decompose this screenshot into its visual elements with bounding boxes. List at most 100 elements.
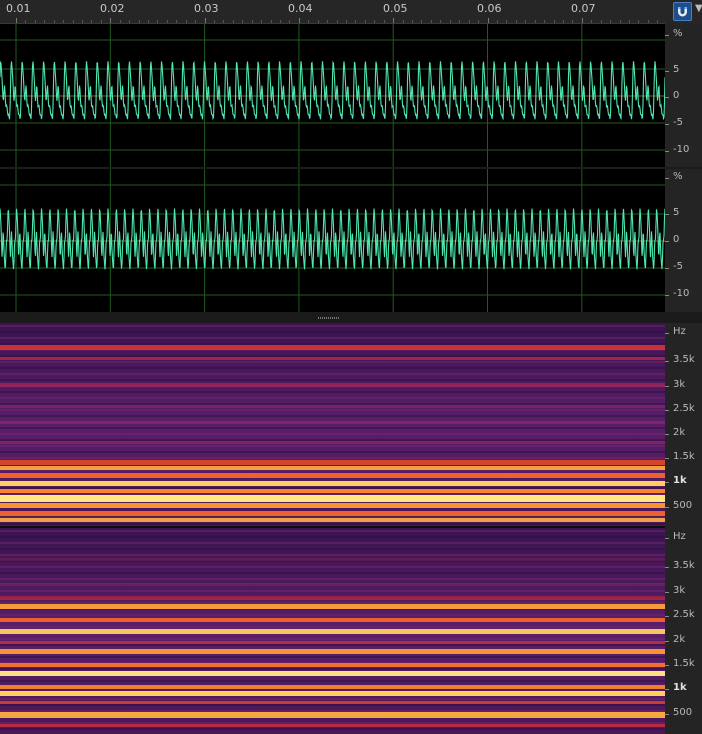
ruler-tick-mark — [665, 386, 669, 387]
time-minor-tick — [515, 20, 517, 23]
frequency-label: 1k — [673, 682, 687, 693]
ruler-tick-mark — [665, 458, 669, 459]
time-minor-tick — [336, 20, 338, 23]
waveform-channel-left[interactable] — [0, 24, 665, 167]
harmonic-band — [0, 345, 665, 350]
spectrogram-texture — [0, 590, 665, 592]
time-tick-label: 0.07 — [571, 2, 596, 15]
spectrogram-texture — [0, 638, 665, 640]
pane-splitter[interactable] — [0, 313, 702, 323]
time-tick-label: 0.04 — [288, 2, 313, 15]
ruler-tick-mark — [665, 567, 669, 568]
frequency-label: 3k — [673, 379, 686, 390]
frequency-unit-label: Hz — [673, 326, 686, 337]
snap-toggle-button[interactable] — [673, 2, 692, 21]
time-minor-tick — [553, 20, 555, 23]
spectrogram-texture — [0, 554, 665, 556]
frequency-label: 500 — [673, 500, 693, 511]
spectrogram-texture — [0, 668, 665, 670]
harmonic-band — [0, 503, 665, 508]
spectrogram-texture — [0, 433, 665, 435]
spectrogram-texture — [0, 644, 665, 646]
time-tick-label: 0.01 — [6, 2, 31, 15]
amplitude-unit-label: % — [673, 28, 683, 39]
frequency-unit-label: Hz — [673, 531, 686, 542]
frequency-label: 500 — [673, 707, 693, 718]
time-minor-tick — [402, 20, 404, 23]
time-tick-mark — [204, 18, 206, 23]
spectrogram-texture — [0, 704, 665, 706]
ruler-tick-mark — [665, 268, 669, 269]
harmonic-band — [0, 724, 665, 727]
harmonic-band — [0, 629, 665, 634]
magnet-icon — [678, 7, 687, 17]
harmonic-band — [0, 701, 665, 704]
time-tick-mark — [298, 18, 300, 23]
chevron-down-icon[interactable]: ▼ — [695, 3, 702, 14]
spectrogram-channel-right[interactable] — [0, 528, 665, 734]
harmonic-band — [0, 649, 665, 654]
ruler-tick-mark — [665, 241, 669, 242]
ruler-tick-mark — [665, 35, 669, 36]
frequency-ruler-right: Hz 3.5k 3k 2.5k 2k 1.5k 1k 500 — [665, 528, 702, 734]
harmonic-band — [0, 604, 665, 609]
amplitude-label: -10 — [673, 288, 690, 299]
time-minor-tick — [138, 20, 140, 23]
time-minor-tick — [628, 20, 630, 23]
ruler-tick-mark — [665, 714, 669, 715]
waveform-channel-right[interactable] — [0, 169, 665, 312]
ruler-tick-mark — [665, 538, 669, 539]
time-minor-tick — [119, 20, 121, 23]
time-minor-tick — [82, 20, 83, 23]
ruler-tick-mark — [665, 295, 669, 296]
time-minor-tick — [591, 20, 593, 23]
time-minor-tick — [383, 20, 385, 23]
spectrogram-texture — [0, 523, 665, 525]
harmonic-band — [0, 473, 665, 478]
spectrogram-texture — [0, 439, 665, 441]
harmonic-band — [0, 671, 665, 676]
frequency-label: 3.5k — [673, 560, 695, 571]
time-minor-tick — [374, 20, 376, 23]
channel-separator — [0, 526, 665, 528]
harmonic-band — [0, 511, 665, 516]
ruler-tick-mark — [665, 482, 669, 483]
time-minor-tick — [525, 20, 527, 23]
time-minor-tick — [34, 20, 36, 23]
spectrogram-texture — [0, 722, 665, 724]
time-minor-tick — [242, 20, 244, 23]
time-tick-label: 0.06 — [477, 2, 502, 15]
harmonic-band — [0, 481, 665, 486]
harmonic-band — [0, 518, 665, 522]
spectrogram-texture — [0, 698, 665, 700]
spectrogram-texture — [0, 391, 665, 393]
time-minor-tick — [534, 20, 536, 23]
ruler-tick-mark — [665, 214, 669, 215]
time-minor-tick — [421, 20, 423, 23]
waveform-trace — [0, 208, 665, 270]
ruler-tick-mark — [665, 616, 669, 617]
time-minor-tick — [251, 20, 253, 23]
time-minor-tick — [478, 20, 480, 23]
time-minor-tick — [148, 20, 150, 23]
time-minor-tick — [449, 20, 451, 23]
spectrogram-texture — [0, 337, 665, 339]
time-minor-tick — [53, 20, 55, 23]
frequency-label: 1.5k — [673, 658, 695, 669]
spectrogram-texture — [0, 578, 665, 580]
harmonic-band — [0, 405, 665, 408]
spectrogram-channel-left[interactable] — [0, 323, 665, 526]
frequency-ruler-left: Hz 3.5k 3k 2.5k 2k 1.5k 1k 500 — [665, 323, 702, 528]
harmonic-band — [0, 712, 665, 718]
frequency-label: 2k — [673, 427, 686, 438]
harmonic-band — [0, 466, 665, 470]
ruler-tick-mark — [665, 71, 669, 72]
amplitude-label: 0 — [673, 90, 680, 101]
spectrogram-texture — [0, 379, 665, 381]
ruler-tick-mark — [665, 434, 669, 435]
time-minor-tick — [346, 20, 348, 23]
time-minor-tick — [317, 20, 319, 23]
harmonic-band — [0, 691, 665, 696]
splitter-grip-icon[interactable] — [318, 317, 340, 319]
time-ruler[interactable]: 0.01 0.02 0.03 0.04 0.05 0.06 0.07 — [0, 0, 678, 24]
